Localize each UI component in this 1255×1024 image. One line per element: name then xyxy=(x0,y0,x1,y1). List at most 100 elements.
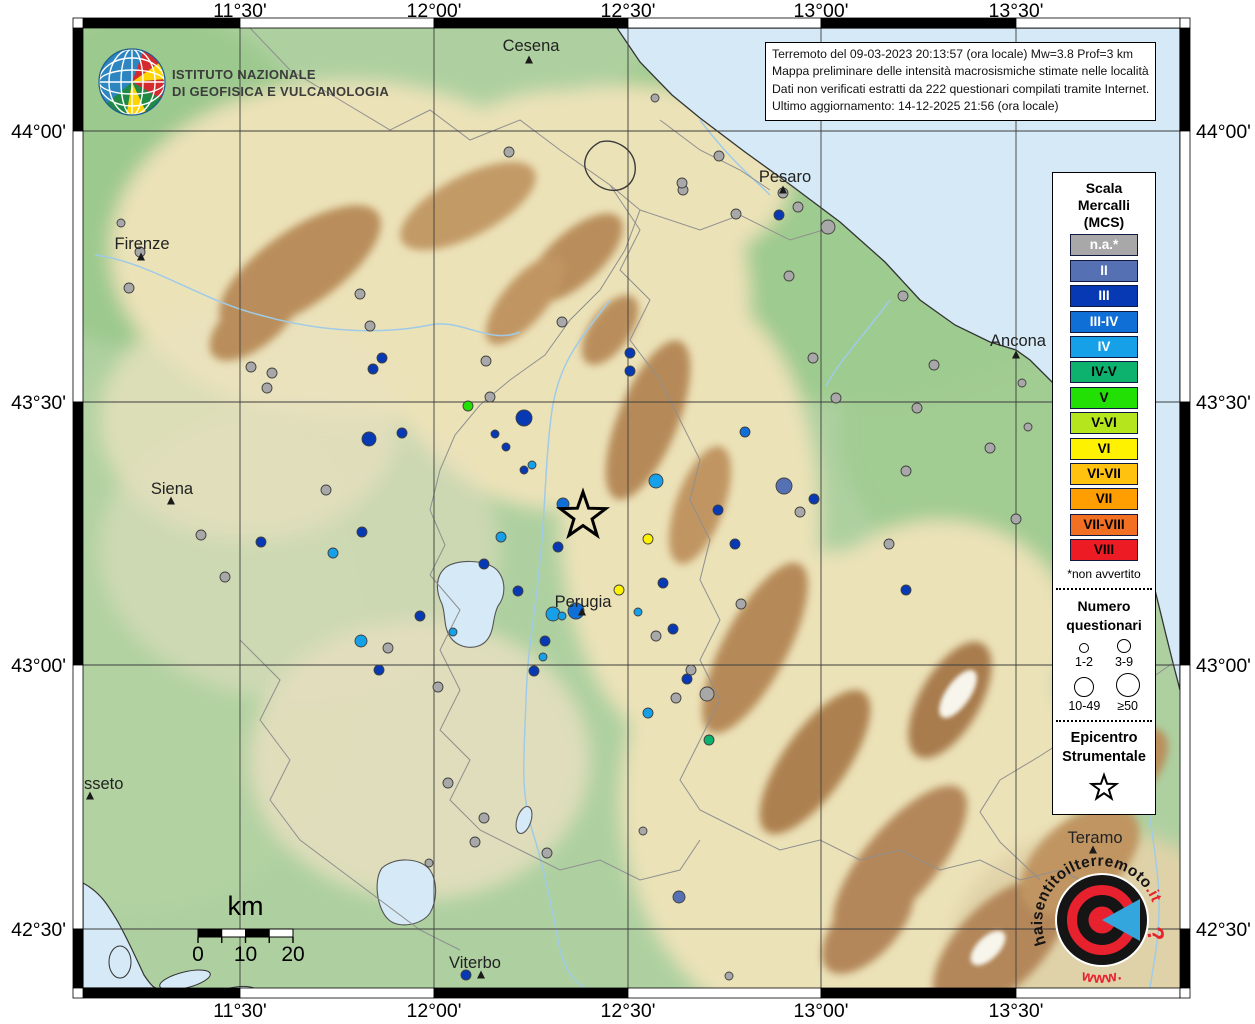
observation-dot xyxy=(699,686,715,702)
observation-dot xyxy=(478,812,490,824)
latitude-label: 43°30' xyxy=(1196,392,1251,414)
intensity-swatch-iv-v: IV-V xyxy=(1070,361,1138,384)
intensity-swatch-viii: VIII xyxy=(1070,539,1138,562)
longitude-label: 11°30' xyxy=(213,1000,266,1022)
city-marker-icon xyxy=(779,185,787,194)
observation-dot xyxy=(638,826,648,836)
questionnaire-size-row: 1-2 3-9 xyxy=(1053,639,1155,669)
intensity-swatch-list: n.a.* II III III-IV IV IV-V V V-VI VI VI-VII VII VI… xyxy=(1053,234,1155,562)
longitude-label: 13°30' xyxy=(989,1000,1044,1022)
city-label: Ancona xyxy=(990,332,1047,350)
observation-dot xyxy=(460,969,472,981)
observation-dot xyxy=(245,361,257,373)
observation-dot xyxy=(255,536,267,548)
city-label: Firenze xyxy=(114,235,169,253)
intensity-observations xyxy=(116,93,1033,981)
questionnaire-size-row: 10-49 ≥50 xyxy=(1053,673,1155,713)
map-frame xyxy=(72,17,1191,999)
epicenter-star xyxy=(555,487,611,540)
observation-dot xyxy=(648,473,664,489)
observation-dot xyxy=(448,627,458,637)
intensity-swatch-n.a.*: n.a.* xyxy=(1070,234,1138,257)
observation-dot xyxy=(703,734,715,746)
observation-dot xyxy=(484,391,496,403)
questionnaire-legend-title: Numero questionari xyxy=(1066,598,1142,634)
observation-dot xyxy=(219,571,231,583)
observation-dot xyxy=(830,392,842,404)
latitude-label: 44°00' xyxy=(1196,121,1251,143)
frame-band xyxy=(627,17,822,29)
scale-bar-segment xyxy=(221,928,246,938)
questionnaire-size-label: ≥50 xyxy=(1117,699,1139,714)
questionnaire-circle-icon xyxy=(1078,643,1089,654)
intensity-swatch-ii: II xyxy=(1070,259,1138,282)
city-marker-icon xyxy=(477,970,485,979)
legend-title: Scala Mercalli (MCS) xyxy=(1077,180,1131,230)
observation-dot xyxy=(501,442,511,452)
observation-dot xyxy=(783,270,795,282)
frame-band xyxy=(72,130,84,403)
event-info-line: Terremoto del 09-03-2023 20:13:57 (ora l… xyxy=(772,47,1134,61)
longitude-label: 13°30' xyxy=(989,0,1044,22)
longitude-label: 13°00' xyxy=(794,0,849,22)
observation-dot xyxy=(195,529,207,541)
observation-dot xyxy=(676,177,688,189)
observation-dot xyxy=(613,584,625,596)
observation-dot xyxy=(519,465,529,475)
observation-dot xyxy=(739,426,751,438)
observation-dot xyxy=(1010,513,1022,525)
intensity-swatch-vi-vii: VI-VII xyxy=(1070,462,1138,485)
frame-band xyxy=(433,987,629,999)
scale-bar-segment xyxy=(268,928,294,938)
scale-bar-tick-label: 10 xyxy=(234,943,257,966)
observation-dot xyxy=(462,400,474,412)
observation-dot xyxy=(672,890,686,904)
event-info-line: Dati non verificati estratti da 222 ques… xyxy=(772,81,1150,96)
longitude-label: 12°00' xyxy=(407,0,462,22)
observation-dot xyxy=(735,598,747,610)
observation-dot xyxy=(730,208,742,220)
observation-dot xyxy=(382,642,394,654)
questionnaire-size-label: 10-49 xyxy=(1068,699,1101,714)
intensity-swatch-iv: IV xyxy=(1070,335,1138,358)
observation-dot xyxy=(900,584,912,596)
city-label: Siena xyxy=(151,480,194,498)
observation-dot xyxy=(900,465,912,477)
observation-dot xyxy=(490,429,500,439)
observation-dot xyxy=(354,634,368,648)
city-marker-icon xyxy=(167,496,175,505)
ingv-name-line2: DI GEOFISICA E VULCANOLOGIA xyxy=(172,84,389,99)
questionnaire-size-item: 3-9 xyxy=(1115,639,1133,669)
epicenter-legend-title: Epicentro Strumentale xyxy=(1062,730,1146,766)
observation-dot xyxy=(883,538,895,550)
city-label: Perugia xyxy=(555,593,613,611)
latitude-label: 42°30' xyxy=(1196,919,1251,941)
questionnaire-size-label: 1-2 xyxy=(1074,655,1094,670)
frame-band xyxy=(820,17,1017,29)
observation-dot xyxy=(685,664,697,676)
rivers xyxy=(94,119,1160,988)
observation-dot xyxy=(557,611,567,621)
hsit-question-mark: ? xyxy=(1141,924,1170,944)
event-info-box: Terremoto del 09-03-2023 20:13:57 (ora l… xyxy=(765,42,1157,121)
observation-dot xyxy=(911,402,923,414)
observation-dot xyxy=(657,577,669,589)
observation-dot xyxy=(503,146,515,158)
questionnaire-size-legend: 1-2 3-9 10-49 ≥50 xyxy=(1053,639,1155,713)
observation-dot xyxy=(729,538,741,550)
observation-dot xyxy=(116,218,126,228)
hsit-www-text: www. xyxy=(1079,966,1124,987)
observation-dot xyxy=(642,707,654,719)
observation-dot xyxy=(495,531,507,543)
observation-dot xyxy=(624,347,636,359)
observation-dot xyxy=(724,971,734,981)
city-marker-icon xyxy=(525,55,533,64)
frame-band xyxy=(82,987,241,999)
observation-dot xyxy=(515,409,533,427)
observation-dot xyxy=(667,623,679,635)
latitude-label: 44°00' xyxy=(11,121,66,143)
observation-dot xyxy=(928,359,940,371)
observation-dot xyxy=(820,219,836,235)
